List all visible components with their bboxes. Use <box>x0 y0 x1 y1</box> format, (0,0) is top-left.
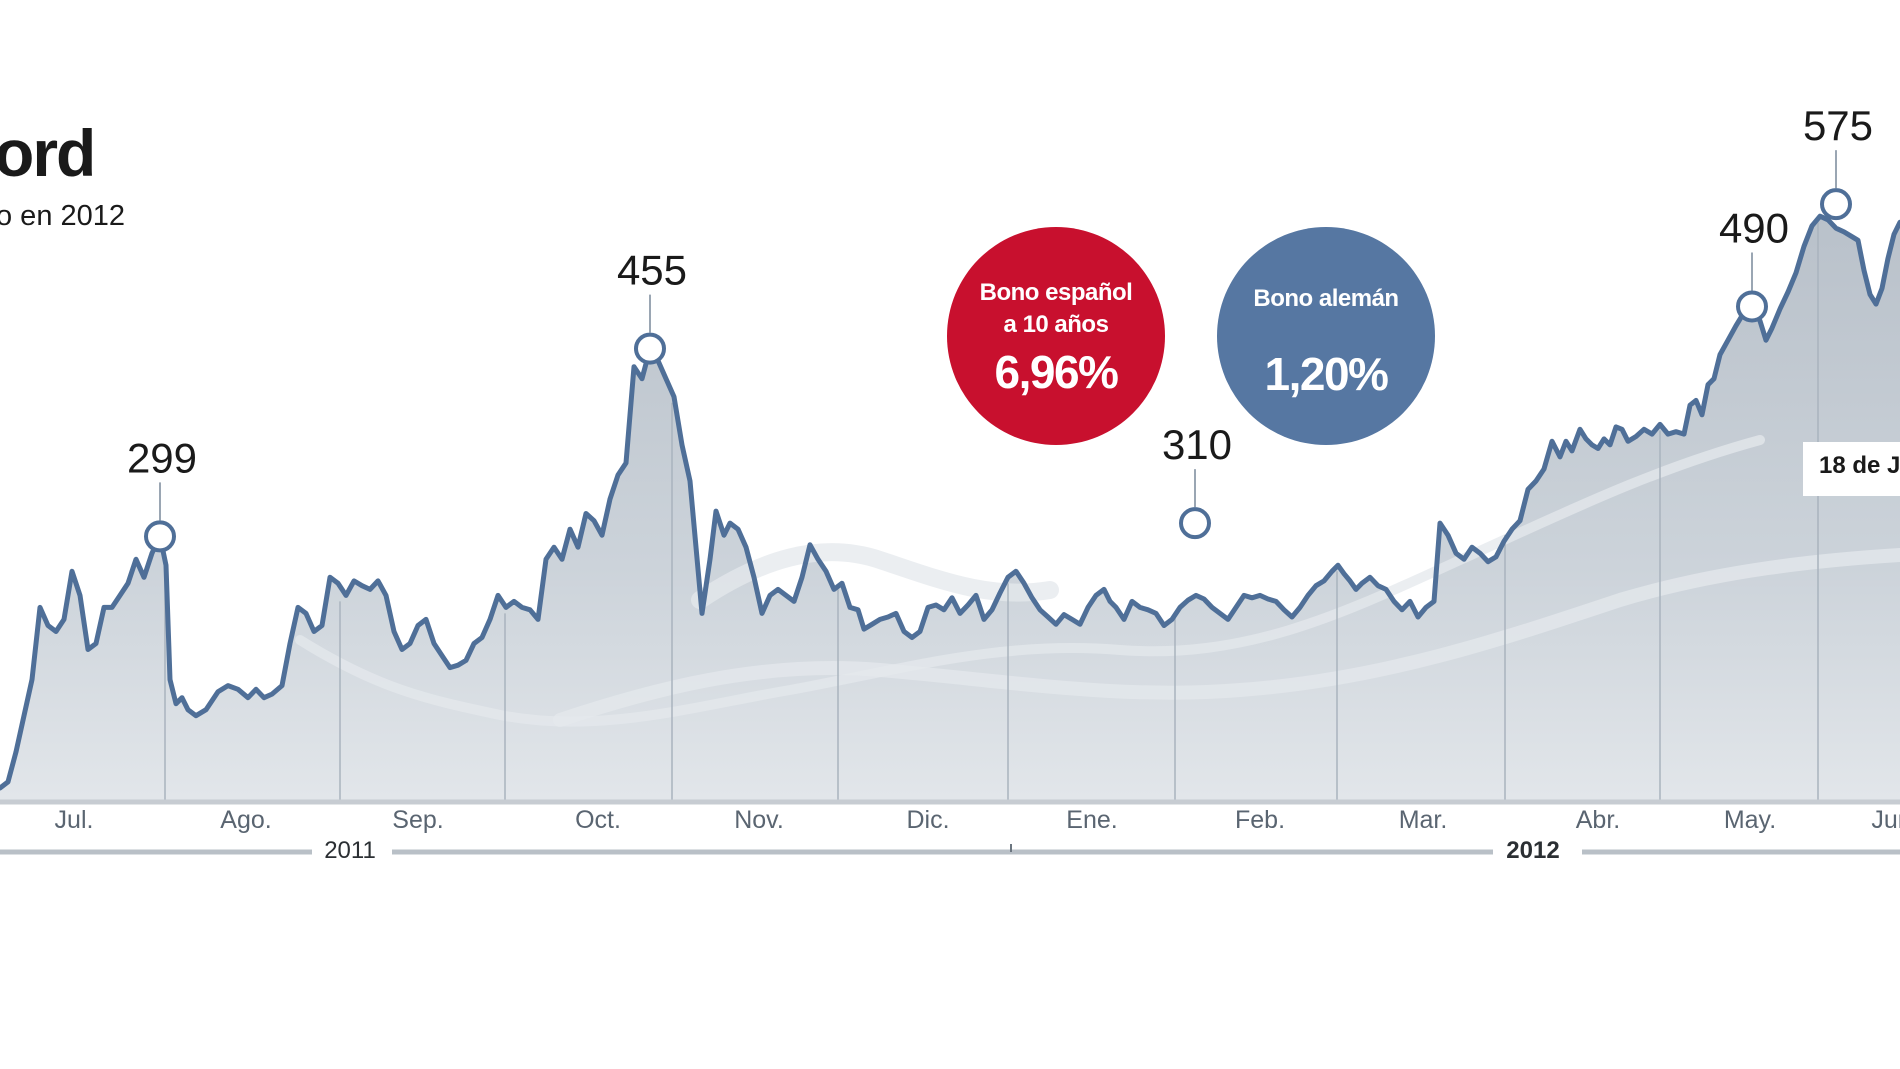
year-label: 2012 <box>1506 837 1559 864</box>
german-bond-yield: 1,20% <box>1264 348 1389 400</box>
month-tick-label: Ago. <box>220 806 271 834</box>
annotation-marker <box>144 520 176 553</box>
spanish-bond-term: a 10 años <box>1003 311 1109 338</box>
month-tick-label: Mar. <box>1399 806 1448 834</box>
annotation-455: 455 <box>617 247 687 365</box>
year-label: 2011 <box>324 837 376 864</box>
area-texture-streak <box>553 548 1900 727</box>
annotation-label: 310 <box>1162 421 1232 468</box>
annotation-490: 490 <box>1719 204 1789 323</box>
month-tick-label: Abr. <box>1576 806 1620 834</box>
month-grid <box>0 222 1900 805</box>
german-bond-label: Bono alemán <box>1253 285 1399 312</box>
series-line <box>0 213 1900 791</box>
month-tick-label: Dic. <box>906 806 949 834</box>
chart-subtitle: o en 2012 <box>0 200 126 232</box>
spanish-bond-bubble: Bono español a 10 años 6,96% <box>947 227 1165 445</box>
german-bond-bubble: Bono alemán 1,20% <box>1217 227 1435 445</box>
month-tick-label: Ene. <box>1066 806 1117 834</box>
annotation-marker <box>634 332 666 365</box>
month-tick-label: Feb. <box>1235 806 1285 834</box>
spanish-bond-label: Bono español <box>979 279 1133 306</box>
annotations: 299 455 310 490 575 <box>127 102 1873 553</box>
month-tick-label: Oct. <box>575 806 621 834</box>
month-tick-label: Jun. <box>1871 806 1900 834</box>
annotation-label: 490 <box>1719 204 1789 251</box>
month-tick-label: Jul. <box>55 806 94 834</box>
annotation-marker <box>1179 507 1211 540</box>
spanish-bond-yield: 6,96% <box>994 346 1119 398</box>
month-tick-label: May. <box>1724 806 1776 834</box>
annotation-marker <box>1736 290 1768 323</box>
x-axis: Jul. Ago. Sep. Oct. Nov. Dic. Ene. Feb. Mar. Abr.… <box>0 806 1900 864</box>
month-tick-label: Nov. <box>734 806 784 834</box>
annotation-label: 575 <box>1803 102 1873 149</box>
line-layer <box>0 213 1900 791</box>
date-callout: 18 de J <box>1803 442 1900 496</box>
annotation-299: 299 <box>127 434 197 553</box>
annotation-575: 575 <box>1803 102 1873 221</box>
annotation-label: 455 <box>617 247 687 294</box>
month-tick-label: Sep. <box>392 806 443 834</box>
annotation-marker <box>1820 188 1852 221</box>
annotation-label: 299 <box>127 434 197 481</box>
annotation-310: 310 <box>1162 421 1232 540</box>
chart-title: ord <box>0 116 96 190</box>
